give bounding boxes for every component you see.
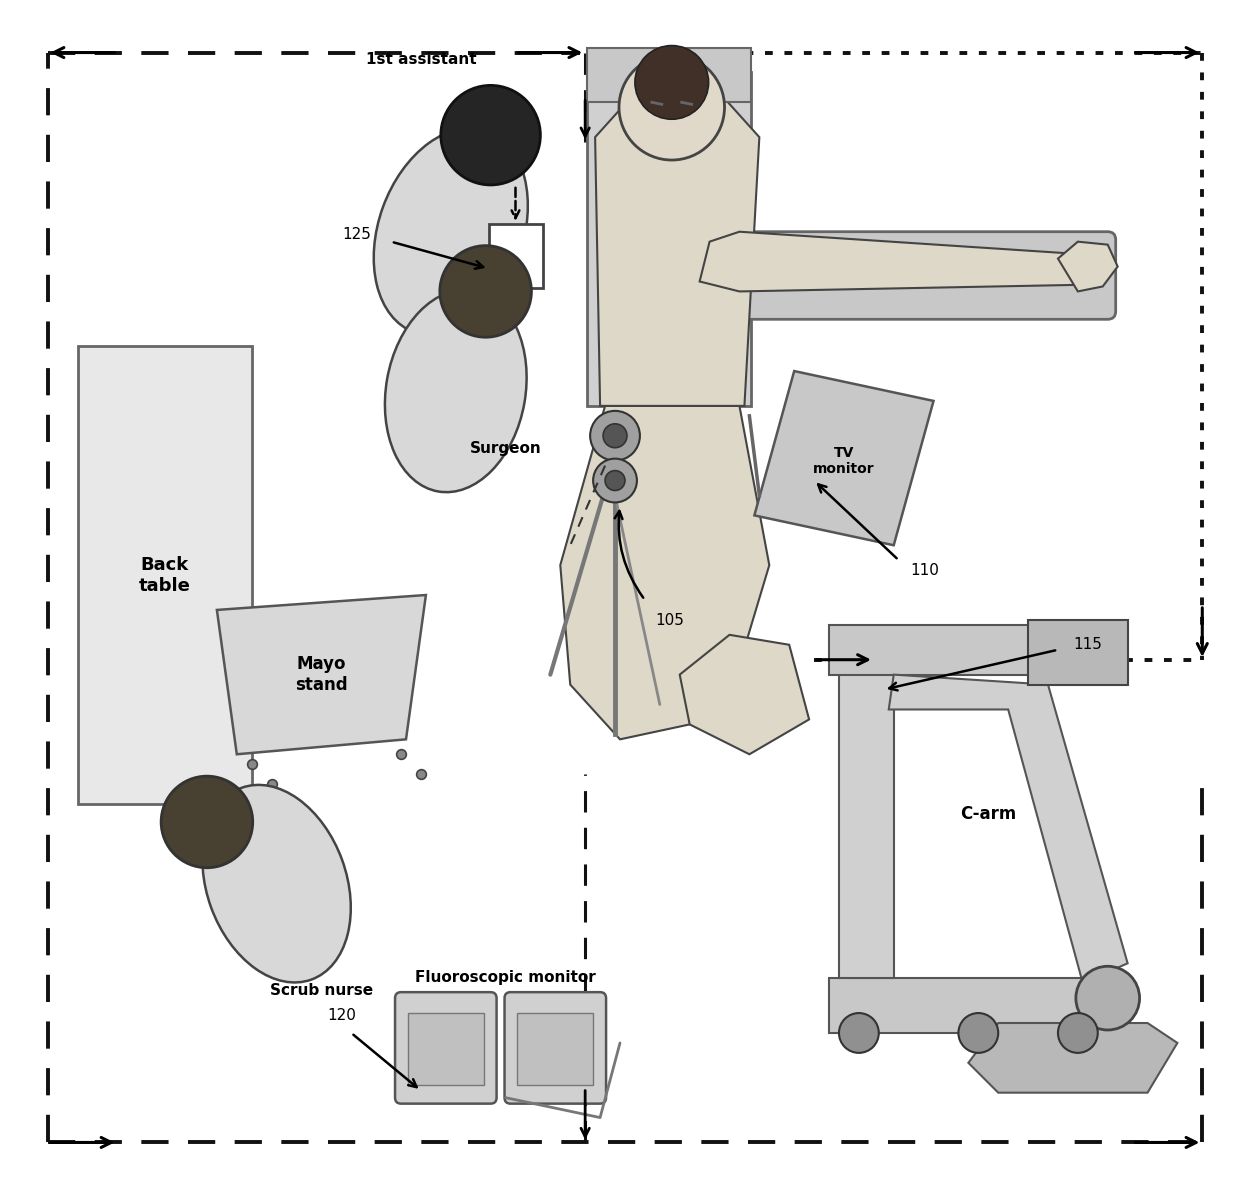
Bar [839, 660, 894, 979]
Polygon shape [595, 87, 759, 406]
FancyBboxPatch shape [722, 232, 1116, 319]
Circle shape [590, 411, 640, 460]
Circle shape [839, 1013, 879, 1053]
Text: Back
table: Back table [139, 556, 191, 594]
Polygon shape [889, 675, 1127, 983]
Text: Fluoroscopic monitor: Fluoroscopic monitor [415, 970, 596, 985]
Circle shape [441, 85, 541, 185]
Polygon shape [968, 1023, 1178, 1092]
Polygon shape [560, 406, 769, 740]
FancyBboxPatch shape [396, 992, 496, 1104]
Bar [1028, 620, 1127, 685]
Polygon shape [680, 635, 810, 754]
Circle shape [161, 777, 253, 868]
Ellipse shape [202, 785, 351, 982]
Polygon shape [699, 232, 1097, 292]
Text: Mayo
stand: Mayo stand [295, 655, 347, 694]
Ellipse shape [384, 289, 527, 492]
Circle shape [440, 246, 532, 337]
Text: 1st assistant: 1st assistant [366, 53, 476, 67]
FancyBboxPatch shape [505, 992, 606, 1104]
Bar [517, 1013, 593, 1085]
Bar [78, 347, 252, 804]
Circle shape [635, 45, 708, 120]
Circle shape [959, 1013, 998, 1053]
Bar [489, 223, 543, 288]
Bar [588, 48, 751, 103]
Circle shape [1076, 967, 1140, 1030]
Text: 110: 110 [910, 563, 940, 577]
Circle shape [619, 55, 724, 160]
Polygon shape [754, 372, 934, 545]
Text: 125: 125 [342, 227, 371, 243]
Text: C-arm: C-arm [960, 805, 1017, 823]
Bar [830, 979, 1107, 1032]
Ellipse shape [373, 128, 528, 336]
Circle shape [593, 459, 637, 502]
Text: 120: 120 [327, 1009, 356, 1023]
Circle shape [603, 424, 627, 448]
Polygon shape [217, 595, 425, 754]
Bar [588, 73, 751, 406]
Text: Scrub nurse: Scrub nurse [270, 983, 373, 998]
Bar [408, 1013, 484, 1085]
Circle shape [605, 471, 625, 490]
Text: TV
monitor: TV monitor [813, 446, 874, 476]
Text: 115: 115 [1073, 637, 1102, 652]
Polygon shape [1058, 241, 1117, 292]
Text: Surgeon: Surgeon [470, 441, 542, 455]
Text: 105: 105 [655, 613, 683, 627]
Bar [830, 625, 1048, 675]
Circle shape [1058, 1013, 1097, 1053]
